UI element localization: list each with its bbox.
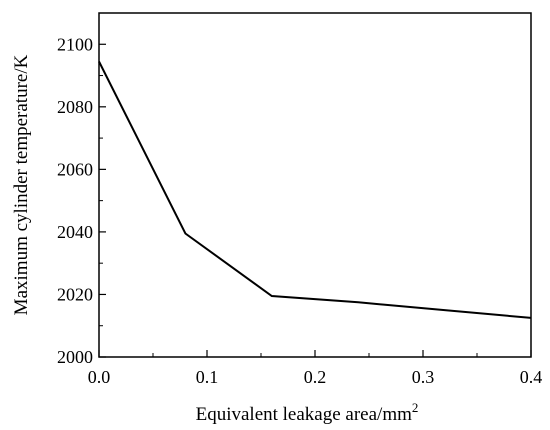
series-group <box>98 61 532 319</box>
x-tick-label: 0.3 <box>412 367 435 387</box>
x-tick-label: 0.1 <box>196 367 219 387</box>
y-tick-label: 2060 <box>57 159 93 179</box>
y-tick-label: 2020 <box>57 284 93 304</box>
series-line <box>98 61 532 319</box>
x-axis-label-superscript: 2 <box>412 400 419 415</box>
y-tick-label: 2080 <box>57 97 93 117</box>
y-tick-label: 2100 <box>57 34 93 54</box>
y-axis-label: Maximum cylinder temperature/K <box>11 54 32 315</box>
plot-frame <box>98 12 532 358</box>
x-axis-label-text: Equivalent leakage area/mm <box>196 404 413 425</box>
y-tick-label: 2000 <box>57 347 93 367</box>
x-axis-label: Equivalent leakage area/mm2 <box>196 400 419 425</box>
x-axis-tick-labels: 0.0 0.1 0.2 0.3 0.4 <box>88 367 543 387</box>
x-axis-ticks <box>98 350 532 357</box>
x-tick-label: 0.0 <box>88 367 111 387</box>
y-tick-label: 2040 <box>57 222 93 242</box>
x-tick-label: 0.2 <box>304 367 327 387</box>
y-axis-tick-labels: 2000 2020 2040 2060 2080 2100 <box>57 34 93 367</box>
y-axis-ticks <box>99 43 106 358</box>
x-tick-label: 0.4 <box>520 367 543 387</box>
